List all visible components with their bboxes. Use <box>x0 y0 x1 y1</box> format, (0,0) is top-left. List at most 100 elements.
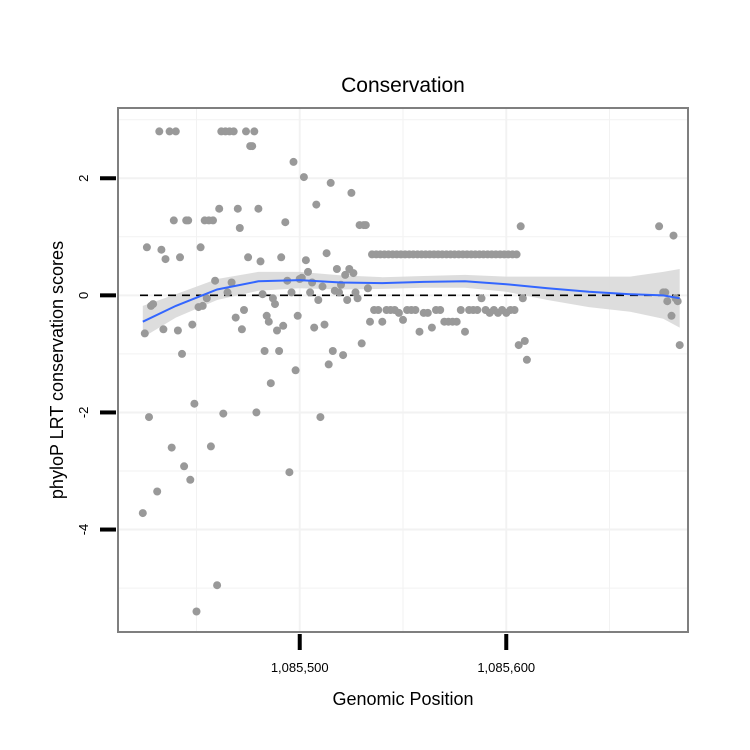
data-point <box>349 269 358 278</box>
y-tick-label: -4 <box>76 524 91 536</box>
data-point <box>223 288 232 297</box>
x-axis-label: Genomic Position <box>332 689 473 709</box>
data-point <box>293 311 302 320</box>
data-point <box>145 413 153 422</box>
data-point <box>240 306 248 314</box>
data-point <box>304 267 312 276</box>
data-point <box>339 351 348 360</box>
y-axis-ticks: 2 0 -2 -4 <box>76 175 116 536</box>
data-point <box>275 347 284 355</box>
data-point <box>202 294 211 303</box>
data-point <box>254 204 263 213</box>
data-point <box>306 288 315 297</box>
data-point <box>415 327 424 336</box>
data-point <box>374 306 383 314</box>
data-point <box>328 347 337 355</box>
panel-frame <box>117 107 689 633</box>
data-point <box>324 360 333 369</box>
data-point <box>213 581 222 590</box>
data-point <box>473 306 482 314</box>
data-point <box>140 329 149 338</box>
data-point <box>516 222 525 231</box>
chart-title: Conservation <box>341 74 465 97</box>
data-point <box>461 327 469 336</box>
data-point <box>326 178 335 187</box>
data-point <box>357 339 366 348</box>
data-point <box>244 253 253 262</box>
data-point <box>353 294 362 303</box>
data-point <box>250 127 259 136</box>
data-point <box>285 468 294 477</box>
data-point <box>273 326 281 335</box>
data-point <box>322 249 331 258</box>
data-point <box>669 231 678 240</box>
data-point <box>394 308 403 317</box>
data-point <box>229 127 238 136</box>
y-tick-label: 2 <box>76 175 91 182</box>
data-point <box>427 323 436 332</box>
confidence-band <box>142 269 680 338</box>
x-axis-ticks: 1,085,500 1,085,600 <box>271 634 535 675</box>
smooth-curve <box>142 279 680 323</box>
data-point <box>361 221 370 230</box>
data-point <box>277 253 286 262</box>
data-point <box>378 317 387 326</box>
data-point <box>423 308 432 317</box>
x-tick-label: 1,085,500 <box>271 660 329 675</box>
data-point <box>366 317 374 326</box>
data-point <box>235 224 244 232</box>
data-point <box>477 294 486 303</box>
data-point <box>248 142 257 151</box>
data-point <box>399 315 407 324</box>
data-point <box>190 399 199 408</box>
data-point <box>673 297 682 306</box>
data-point <box>289 157 298 166</box>
data-point <box>149 300 158 309</box>
data-point <box>310 323 319 332</box>
data-point <box>312 200 321 209</box>
data-point <box>318 282 327 291</box>
data-point <box>436 306 445 314</box>
data-point <box>291 366 300 375</box>
data-point <box>271 300 279 309</box>
data-point <box>264 317 273 326</box>
data-point <box>237 325 246 334</box>
data-point <box>411 306 420 314</box>
data-point <box>188 320 197 329</box>
data-point <box>155 127 164 136</box>
data-point <box>165 127 174 136</box>
grid-lines <box>118 108 688 632</box>
data-point <box>219 409 228 418</box>
data-point <box>661 288 670 297</box>
data-point <box>227 278 236 287</box>
data-point <box>167 443 176 452</box>
data-point <box>667 311 676 320</box>
data-point <box>231 313 240 322</box>
data-point <box>341 270 350 279</box>
data-point <box>142 243 151 252</box>
data-point <box>514 341 523 350</box>
data-point <box>663 297 672 306</box>
data-point <box>176 253 184 262</box>
data-point <box>242 127 250 136</box>
data-point <box>180 462 189 471</box>
data-point <box>161 255 170 264</box>
data-point <box>260 347 269 355</box>
data-point <box>520 337 529 345</box>
data-point <box>522 355 531 364</box>
data-point <box>343 296 352 304</box>
y-tick-label: -2 <box>76 407 91 419</box>
data-point <box>675 341 684 350</box>
data-point <box>258 290 267 299</box>
data-point <box>320 320 329 329</box>
data-point <box>314 296 323 304</box>
data-point <box>316 413 325 422</box>
data-point <box>209 216 217 225</box>
data-point <box>171 127 180 136</box>
data-point <box>233 204 242 213</box>
data-point <box>252 408 261 417</box>
data-point <box>173 326 182 335</box>
data-point <box>211 276 220 285</box>
data-point <box>157 245 166 254</box>
